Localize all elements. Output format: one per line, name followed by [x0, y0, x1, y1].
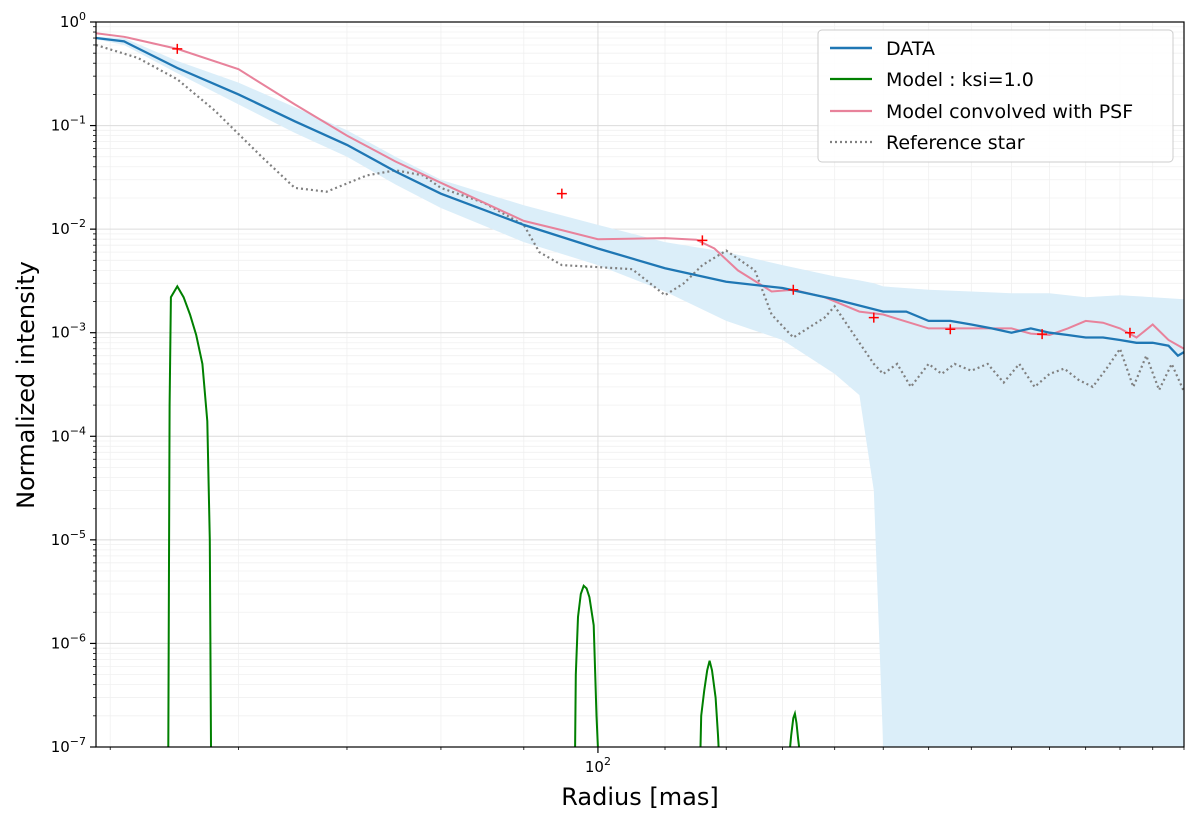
red-cross-marker	[788, 284, 799, 295]
red-cross-marker	[172, 43, 183, 54]
series-model-ksi-segment-2	[699, 660, 720, 748]
y-tick-label: 100	[60, 10, 86, 31]
legend-label-data: DATA	[886, 38, 935, 60]
series-layer	[95, 32, 1186, 748]
series-data	[95, 36, 1185, 358]
red-cross-marker	[945, 324, 956, 335]
red-cross-marker	[556, 188, 567, 199]
data-uncertainty-band	[96, 36, 1184, 748]
y-tick-label: 10−3	[51, 321, 86, 342]
red-cross-marker	[1124, 327, 1135, 338]
y-tick-label: 10−6	[51, 631, 86, 652]
x-axis-label: Radius [mas]	[561, 783, 718, 811]
red-cross-marker	[1037, 329, 1048, 340]
y-tick-label: 10−2	[51, 217, 86, 238]
legend-label-convolved: Model convolved with PSF	[886, 101, 1133, 123]
series-model-ksi-segment-0	[167, 284, 212, 748]
series-model-ksi-segment-1	[574, 584, 599, 748]
legend-label-model: Model : ksi=1.0	[886, 69, 1034, 91]
red-cross-marker	[697, 235, 708, 246]
series-model-ksi-segment-3	[789, 709, 801, 748]
data-uncertainty-band-layer	[96, 36, 1184, 748]
y-tick-label: 10−4	[51, 424, 86, 445]
y-tick-label: 10−7	[51, 735, 86, 756]
x-tick-label: 102	[585, 755, 611, 776]
plot-frame	[95, 21, 1185, 748]
marker-layer	[172, 43, 1135, 340]
y-tick-label: 10−1	[51, 114, 86, 135]
axis-ticks: 100 10−1 10−2 10−3 10−4 10−5 10−6 10−7 102	[51, 10, 1185, 776]
y-axis-label: Normalized intensity	[12, 261, 40, 509]
legend: DATA Model : ksi=1.0 Model convolved wit…	[817, 29, 1174, 163]
legend-box	[817, 29, 1174, 163]
legend-label-reference: Reference star	[886, 132, 1025, 154]
y-tick-label: 10−5	[51, 528, 86, 549]
red-cross-marker	[868, 312, 879, 323]
